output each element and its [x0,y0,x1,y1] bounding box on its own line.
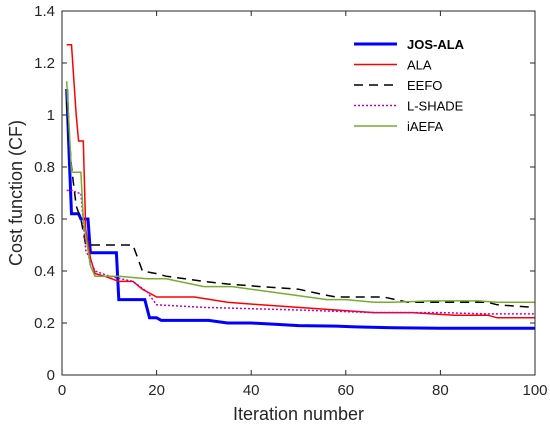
y-tick-label: 0.6 [34,211,55,228]
series-line-iaefa [65,81,535,303]
y-tick-label: 0.2 [34,315,55,332]
legend-label-jos-ala: JOS-ALA [407,37,465,52]
series-line-ala [66,44,535,319]
y-tick-label: 0 [47,367,55,384]
x-tick-label: 100 [522,382,547,399]
legend-label-eefo: EEFO [407,78,442,93]
y-tick-label: 1 [47,107,55,124]
x-tick-label: 40 [243,382,260,399]
series-line-l-shade [66,189,535,315]
y-tick-label: 0.8 [34,159,55,176]
y-tick-label: 0.4 [34,263,55,280]
x-axis-title: Iteration number [233,404,364,424]
plot-area [62,11,535,375]
series-line-jos-ala [65,88,535,330]
y-axis: 0 0.2 0.4 0.6 0.8 1 1.2 1.4 [34,3,535,384]
x-axis: 0 20 40 60 80 100 [58,11,548,399]
legend-label-ala: ALA [407,58,432,73]
x-tick-label: 60 [337,382,354,399]
y-axis-title: Cost function (CF) [6,120,26,266]
y-tick-label: 1.2 [34,55,55,72]
x-tick-label: 20 [148,382,165,399]
series-layer [65,44,536,330]
plot-frame [61,10,536,376]
y-tick-label: 1.4 [34,3,55,20]
x-tick-label: 80 [432,382,449,399]
legend-label-l-shade: L-SHADE [407,99,464,114]
legend: JOS-ALA ALA EEFO L-SHADE iAEFA [354,37,465,134]
legend-label-iaefa: iAEFA [407,119,443,134]
x-tick-label: 0 [58,382,66,399]
